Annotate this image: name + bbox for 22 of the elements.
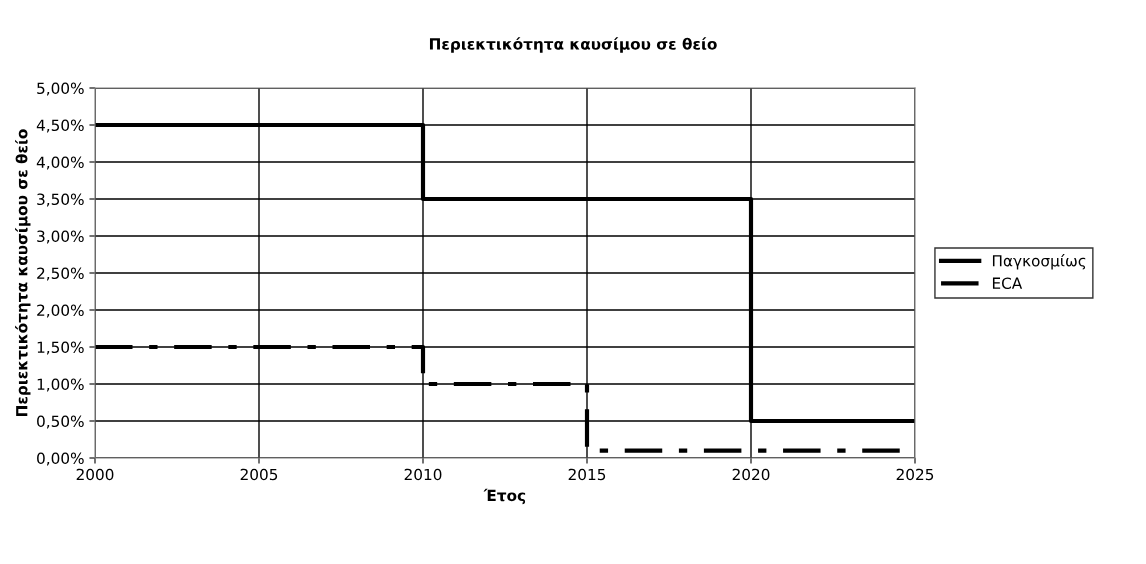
chart-title: Περιεκτικότητα καυσίμου σε θείο (429, 37, 717, 53)
x-tick-label: 2005 (240, 468, 278, 481)
y-tick-label: 2,00% (37, 304, 84, 318)
x-tick-label: 2000 (76, 468, 114, 481)
x-axis-title: Έτος (483, 488, 526, 505)
y-tick-label: 0,00% (37, 452, 84, 466)
y-tick-label: 0,50% (37, 415, 84, 429)
y-axis-title: Περιεκτικότητα καυσίμου σε θείο (15, 129, 31, 417)
y-tick-label: 1,50% (37, 341, 84, 355)
y-tick-label: 4,00% (36, 156, 84, 170)
y-tick-label: 3,50% (37, 193, 84, 207)
x-tick-label: 2025 (896, 468, 934, 481)
x-tick-label: 2010 (404, 468, 442, 481)
x-tick-label: 2020 (732, 468, 770, 481)
y-tick-label: 2,50% (37, 267, 84, 281)
y-tick-label: 5,00% (37, 82, 84, 96)
x-tick-label: 2015 (568, 468, 606, 481)
legend-label: Παγκοσμίως (992, 254, 1086, 270)
y-tick-label: 4,50% (36, 119, 84, 133)
y-tick-label: 3,00% (37, 230, 84, 244)
legend-label: ECA (992, 277, 1023, 289)
y-tick-label: 1,00% (37, 378, 84, 392)
